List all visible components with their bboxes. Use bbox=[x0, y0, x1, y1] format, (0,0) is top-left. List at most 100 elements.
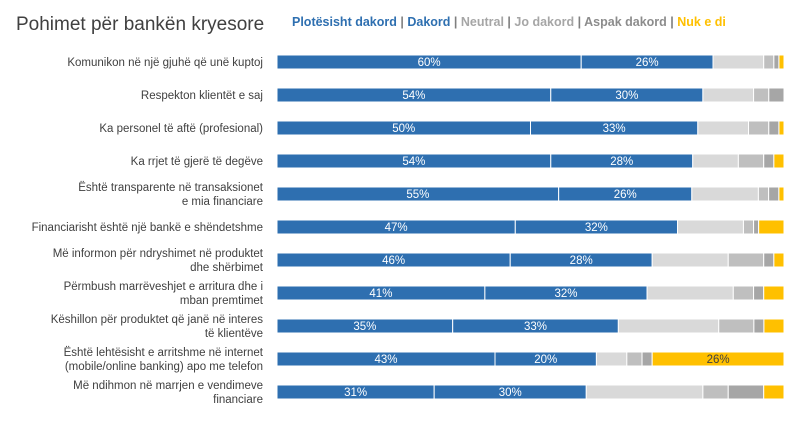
bar-segment-neutral bbox=[651, 252, 729, 268]
legend-item-jo-dakord: Jo dakord bbox=[514, 15, 574, 29]
category-label: Më ndihmon në marrjen e vendimeve bbox=[73, 380, 263, 392]
legend-item-aspak-dakord: Aspak dakord bbox=[584, 15, 667, 29]
data-label: 41% bbox=[369, 288, 392, 300]
bar-segment-neutral bbox=[712, 54, 765, 70]
category-label: Respekton klientët e saj bbox=[141, 90, 263, 102]
bar-segment-aspak-dakord bbox=[763, 153, 775, 169]
bar-segment-aspak-dakord bbox=[753, 285, 765, 301]
legend-separator: | bbox=[574, 15, 584, 29]
bar-segment-neutral bbox=[697, 120, 750, 136]
bar-segment-neutral bbox=[691, 186, 759, 202]
data-label: 47% bbox=[385, 222, 408, 234]
bar-segment-aspak-dakord bbox=[768, 87, 785, 103]
bar-segment-nuk-e-di bbox=[773, 252, 785, 268]
bar-segment-jo-dakord bbox=[753, 87, 770, 103]
legend-separator: | bbox=[504, 15, 514, 29]
bar-segment-neutral bbox=[702, 87, 755, 103]
data-label: 28% bbox=[610, 156, 633, 168]
bar-segment-neutral bbox=[677, 219, 744, 235]
category-label: e mia financiare bbox=[182, 196, 263, 208]
data-label: 31% bbox=[344, 387, 367, 399]
bar-segment-aspak-dakord bbox=[768, 120, 780, 136]
chart-title: Pohimet për bankën kryesore bbox=[16, 14, 264, 35]
bar-segment-jo-dakord bbox=[727, 252, 765, 268]
category-labels: Komunikon në një gjuhë që unë kuptoj Resp… bbox=[32, 57, 264, 406]
bar-segment-neutral bbox=[595, 351, 628, 367]
bar-segment-nuk-e-di bbox=[773, 153, 785, 169]
bar-segment-aspak-dakord bbox=[768, 186, 780, 202]
data-label: 33% bbox=[524, 321, 547, 333]
bar-segment-nuk-e-di bbox=[651, 351, 785, 367]
bar-segment-jo-dakord bbox=[748, 120, 770, 136]
bar-segment-jo-dakord bbox=[718, 318, 755, 334]
category-label: Financiarisht është një bankë e shëndets… bbox=[32, 222, 263, 234]
bar-segment-neutral bbox=[585, 384, 704, 400]
category-label: financiare bbox=[213, 394, 263, 406]
category-label: Këshillon për produktet që janë në inter… bbox=[51, 314, 264, 326]
bar-segment-nuk-e-di bbox=[778, 120, 785, 136]
data-label: 32% bbox=[554, 288, 577, 300]
category-label: (mobile/online banking) apo me telefon bbox=[65, 361, 263, 373]
data-label: 46% bbox=[382, 255, 405, 267]
data-label: 50% bbox=[392, 123, 415, 135]
data-label: 54% bbox=[402, 90, 425, 102]
data-label: 30% bbox=[499, 387, 522, 399]
legend-separator: | bbox=[397, 15, 407, 29]
data-label: 54% bbox=[402, 156, 425, 168]
legend-text: Plotësisht dakord | Dakord | Neutral | J… bbox=[292, 15, 726, 29]
data-label: 26% bbox=[614, 189, 637, 201]
legend-separator: | bbox=[450, 15, 460, 29]
category-label: mban premtimet bbox=[180, 295, 264, 307]
bar-segment-neutral bbox=[646, 285, 734, 301]
category-label: Është lehtësisht e arritshme në internet bbox=[64, 347, 264, 359]
bar-segment-neutral bbox=[617, 318, 720, 334]
bar-segment-jo-dakord bbox=[702, 384, 729, 400]
legend-item-neutral: Neutral bbox=[461, 15, 504, 29]
data-label: 32% bbox=[585, 222, 608, 234]
bar-segment-jo-dakord bbox=[757, 186, 770, 202]
bar-segment-jo-dakord bbox=[732, 285, 755, 301]
bar-segment-jo-dakord bbox=[626, 351, 643, 367]
bar-segment-jo-dakord bbox=[737, 153, 765, 169]
legend-item-dakord: Dakord bbox=[407, 15, 450, 29]
data-label: 28% bbox=[570, 255, 593, 267]
bar-labels: 60% 26% 54% 30% 50% 33% 54% 28% 55% 26% 47% 32% 46% 2… bbox=[344, 57, 730, 399]
bar-segment-nuk-e-di bbox=[758, 219, 785, 235]
bar-segment-jo-dakord bbox=[763, 54, 775, 70]
legend: Plotësisht dakord | Dakord | Neutral | J… bbox=[292, 15, 726, 29]
category-label: të klientëve bbox=[205, 328, 263, 340]
bar-segment-nuk-e-di bbox=[763, 285, 785, 301]
category-label: Më informon për ndryshimet në produktet bbox=[53, 248, 264, 260]
bar-segment-neutral bbox=[692, 153, 739, 169]
data-label: 33% bbox=[603, 123, 626, 135]
category-label: Është transparente në transaksionet bbox=[78, 182, 264, 194]
bar-segment-jo-dakord bbox=[742, 219, 755, 235]
category-label: Ka rrjet të gjerë të degëve bbox=[131, 156, 263, 168]
bar-segment-aspak-dakord bbox=[753, 219, 760, 235]
data-label: 26% bbox=[707, 354, 730, 366]
bar-segment-aspak-dakord bbox=[763, 252, 775, 268]
bar-segment-nuk-e-di bbox=[778, 54, 785, 70]
data-label: 60% bbox=[418, 57, 441, 69]
data-label: 55% bbox=[406, 189, 429, 201]
category-label: Komunikon në një gjuhë që unë kuptoj bbox=[67, 57, 263, 69]
bars bbox=[276, 54, 785, 400]
bar-segment-aspak-dakord bbox=[641, 351, 653, 367]
bar-segment-nuk-e-di bbox=[778, 186, 785, 202]
bar-segment-aspak-dakord bbox=[773, 54, 780, 70]
data-label: 35% bbox=[353, 321, 376, 333]
category-label: dhe shërbimet bbox=[190, 262, 264, 274]
bar-segment-aspak-dakord bbox=[753, 318, 765, 334]
legend-item-plotesisht-dakord: Plotësisht dakord bbox=[292, 15, 397, 29]
data-label: 30% bbox=[615, 90, 638, 102]
bar-segment-nuk-e-di bbox=[763, 384, 785, 400]
category-label: Ka personel të aftë (profesional) bbox=[99, 123, 263, 135]
data-label: 20% bbox=[534, 354, 557, 366]
category-label: Përmbush marrëveshjet e arritura dhe i bbox=[64, 281, 263, 293]
data-label: 26% bbox=[636, 57, 659, 69]
legend-separator: | bbox=[667, 15, 677, 29]
bar-segment-aspak-dakord bbox=[727, 384, 765, 400]
legend-item-nuk-e-di: Nuk e di bbox=[677, 15, 726, 29]
data-label: 43% bbox=[374, 354, 397, 366]
